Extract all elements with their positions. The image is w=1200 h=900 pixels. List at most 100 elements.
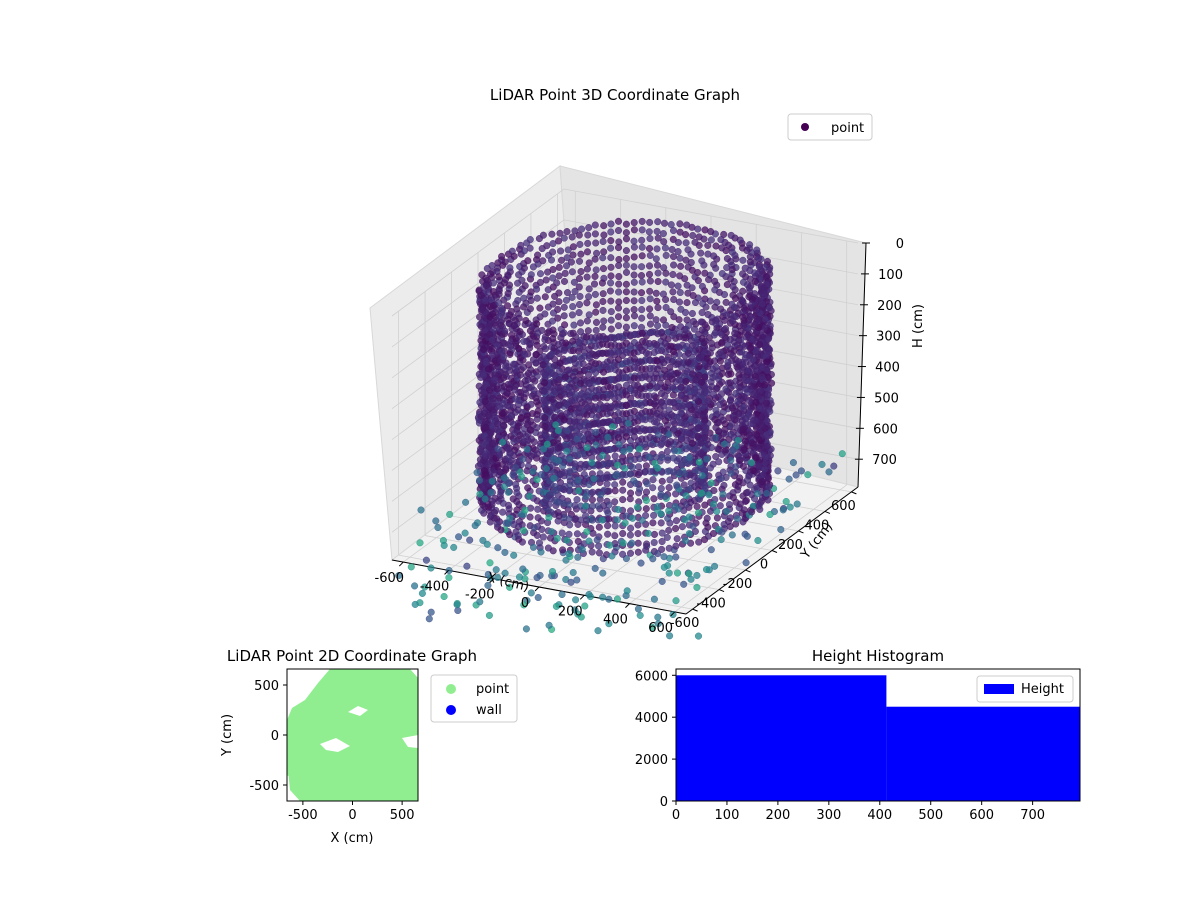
point-3d (638, 516, 646, 524)
point-3d (637, 385, 645, 393)
point-3d (589, 488, 597, 496)
point-3d (591, 394, 599, 402)
point-3d (677, 305, 685, 313)
point-3d (703, 566, 711, 574)
point-3d (622, 323, 630, 331)
point-3d (533, 574, 541, 582)
point-3d (541, 293, 549, 301)
point-3d (638, 358, 646, 366)
point-3d (622, 374, 630, 382)
point-3d (489, 279, 497, 287)
point-3d (552, 421, 560, 429)
point-3d (661, 435, 669, 443)
point-3d (646, 356, 654, 364)
point-3d (619, 530, 627, 538)
point-3d (471, 522, 479, 530)
point-3d (646, 426, 654, 434)
point-3d (607, 391, 615, 399)
point-3d (755, 263, 763, 271)
point-3d (549, 326, 557, 334)
point-3d (683, 368, 691, 376)
point-3d (638, 409, 646, 417)
point-3d (661, 219, 669, 227)
point-3d (573, 435, 581, 443)
point-3d (676, 220, 684, 228)
point-3d (669, 235, 677, 243)
point-3d (524, 484, 532, 492)
point-3d (728, 300, 736, 308)
point-3d (664, 515, 672, 523)
point-3d (556, 359, 564, 367)
point-3d (649, 555, 657, 563)
point-3d (599, 306, 607, 314)
point-3d (638, 401, 646, 409)
point-3d (654, 550, 662, 558)
point-3d (604, 509, 612, 517)
x-tick-3d (625, 603, 630, 608)
point-3d (623, 381, 631, 389)
point-3d (763, 489, 771, 497)
point-3d (818, 460, 826, 468)
point-3d (575, 309, 583, 317)
point-3d (693, 503, 701, 511)
point-3d (722, 325, 730, 333)
point-3d (493, 385, 501, 393)
point-3d (705, 276, 713, 284)
point-3d (646, 312, 654, 320)
point-3d (497, 322, 505, 330)
point-3d (591, 255, 599, 263)
histogram-bar (676, 675, 887, 801)
y-tick-label-hist: 6000 (635, 669, 668, 684)
point-3d (599, 410, 607, 418)
chart-hist-title: Height Histogram (812, 647, 944, 665)
point-3d (682, 377, 690, 385)
point-3d (575, 487, 583, 495)
point-3d (576, 275, 584, 283)
point-3d (726, 379, 734, 387)
point-3d (533, 424, 541, 432)
point-3d (577, 441, 585, 449)
point-3d (552, 602, 560, 610)
y-tick-label-2d: 500 (254, 679, 279, 694)
point-3d (670, 261, 678, 269)
point-3d (646, 251, 654, 259)
point-3d (669, 611, 677, 619)
grid-line-y (425, 535, 720, 590)
point-3d (485, 365, 493, 373)
point-3d (554, 435, 562, 443)
point-3d (607, 220, 615, 228)
point-3d (576, 413, 584, 421)
point-3d (692, 411, 700, 419)
point-3d (581, 602, 589, 610)
point-3d (621, 519, 629, 527)
point-3d (684, 263, 692, 271)
point-3d (642, 462, 650, 470)
point-3d (677, 409, 685, 417)
point-3d (501, 569, 509, 577)
point-3d (676, 272, 684, 280)
point-3d (591, 564, 599, 572)
point-3d (569, 303, 577, 311)
point-3d (665, 569, 673, 577)
point-3d (704, 311, 712, 319)
point-3d (561, 347, 569, 355)
point-3d (733, 424, 741, 432)
point-3d (577, 379, 585, 387)
point-3d (646, 287, 654, 295)
chart-2d-title: LiDAR Point 2D Coordinate Graph (227, 647, 477, 665)
point-3d (607, 254, 615, 262)
point-3d (487, 489, 495, 497)
point-3d (672, 553, 680, 561)
point-3d (660, 359, 668, 367)
point-3d (727, 430, 735, 438)
point-3d (685, 513, 693, 521)
point-3d (524, 257, 532, 265)
point-3d (630, 339, 638, 347)
point-3d (563, 536, 571, 544)
point-3d (653, 374, 661, 382)
point-3d (573, 576, 581, 584)
point-3d (509, 495, 517, 503)
point-3d (516, 573, 524, 581)
point-3d (723, 507, 731, 515)
